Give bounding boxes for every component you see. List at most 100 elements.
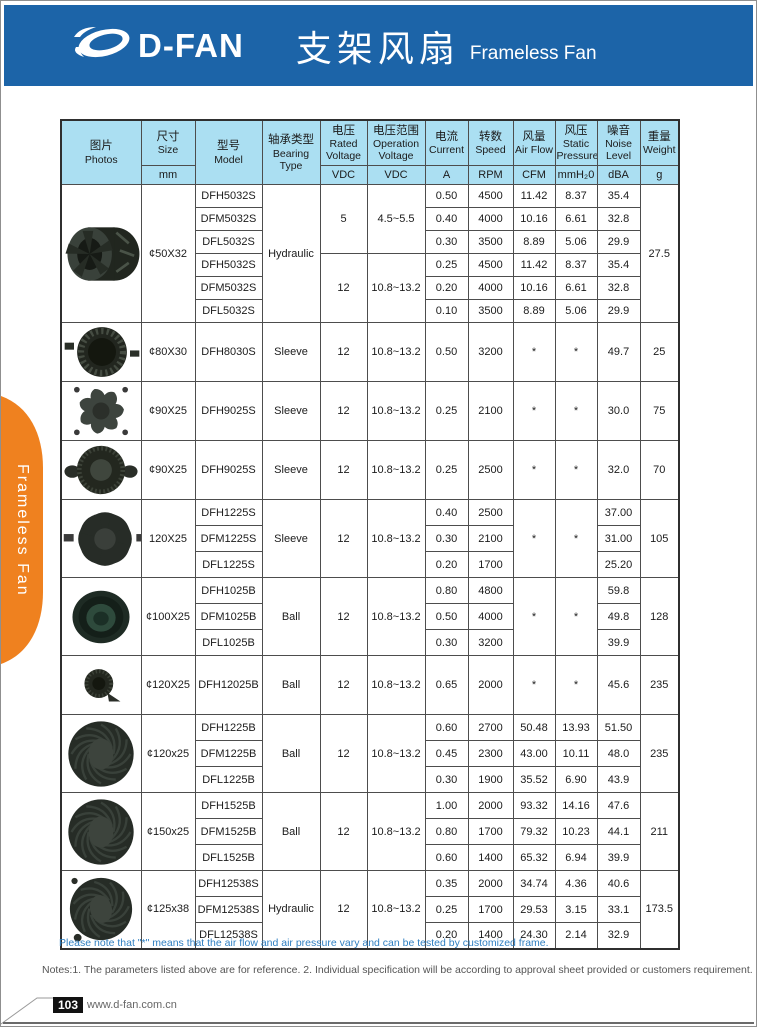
- col-unit-operation_voltage: VDC: [366, 165, 426, 185]
- table-row: DFL5032S 0.10 3500 8.89 5.06 29.9: [61, 299, 679, 323]
- speed-cell: 2300: [467, 740, 514, 767]
- table-row: DFL1525B 0.60 1400 65.32 6.94 39.9: [61, 844, 679, 871]
- noise-cell: 40.6: [596, 870, 641, 897]
- speed-cell: 1700: [467, 818, 514, 845]
- speed-cell: 1700: [467, 896, 514, 923]
- air-flow-cell: 50.48: [512, 714, 556, 741]
- table-row: ¢120X25 DFH12025B Ball 12 10.8~13.2 0.65 2000 *…: [60, 655, 680, 715]
- noise-cell: 32.8: [596, 276, 641, 300]
- size-cell: ¢90X25: [140, 381, 196, 441]
- speed-cell: 2100: [467, 381, 514, 441]
- size-cell: ¢120x25: [140, 714, 196, 793]
- col-unit-rated_voltage: VDC: [319, 165, 368, 185]
- table-row: DFM1225B 0.45 2300 43.00 10.11 48.0: [61, 740, 679, 767]
- rated-voltage-cell: 12: [319, 499, 368, 578]
- size-cell: ¢125x38: [140, 870, 196, 949]
- fan-photo-impeller: [60, 714, 142, 793]
- speed-cell: 2700: [467, 714, 514, 741]
- noise-cell: 44.1: [596, 818, 641, 845]
- current-cell: 0.10: [424, 299, 469, 323]
- air-flow-cell: 8.89: [512, 299, 556, 323]
- speed-cell: 4800: [467, 577, 514, 604]
- current-cell: 0.40: [424, 207, 469, 231]
- bottom-rule: [3, 1022, 754, 1024]
- air-flow-cell: 93.32: [512, 792, 556, 819]
- speed-cell: 2500: [467, 499, 514, 526]
- current-cell: 0.60: [424, 714, 469, 741]
- current-cell: 0.50: [424, 603, 469, 630]
- noise-cell: 37.00: [596, 499, 641, 526]
- side-tab-label: Frameless Fan: [14, 463, 31, 597]
- table-row: DFL1225S 0.20 1700 25.20: [61, 551, 679, 578]
- operation-voltage-cell: 10.8~13.2: [366, 381, 426, 441]
- speed-cell: 3200: [467, 322, 514, 382]
- static-pressure-cell: *: [554, 655, 598, 715]
- model-cell: DFH8030S: [194, 322, 263, 382]
- model-cell: DFL1225S: [194, 551, 263, 578]
- noise-cell: 39.9: [596, 629, 641, 656]
- model-cell: DFH9025S: [194, 440, 263, 500]
- static-pressure-cell: 6.61: [554, 276, 598, 300]
- static-pressure-cell: 13.93: [554, 714, 598, 741]
- table-row: DFL12538S 0.20 1400 24.30 2.14 32.9: [61, 922, 679, 949]
- operation-voltage-cell: 10.8~13.2: [366, 870, 426, 949]
- current-cell: 0.80: [424, 577, 469, 604]
- weight-cell: 211: [639, 792, 680, 871]
- table-row: ¢90X25 DFH9025S Sleeve 12 10.8~13.2 0.25 2500 *…: [60, 440, 680, 500]
- col-unit-noise: dBA: [596, 165, 641, 185]
- bearing-cell: Sleeve: [261, 381, 321, 441]
- rated-voltage-cell: 12: [319, 655, 368, 715]
- air-flow-cell: 8.89: [512, 230, 556, 254]
- model-cell: DFL12538S: [194, 922, 263, 949]
- rated-voltage-cell: 12: [319, 792, 368, 871]
- static-pressure-cell: 8.37: [554, 184, 598, 208]
- col-unit-speed: RPM: [467, 165, 514, 185]
- current-cell: 0.30: [424, 230, 469, 254]
- size-cell: ¢50X32: [140, 184, 196, 323]
- speed-cell: 1400: [467, 844, 514, 871]
- page-title-en: Frameless Fan: [469, 42, 597, 64]
- col-header-speed: 转数 Speed: [467, 119, 514, 166]
- rated-voltage-cell: 12: [319, 870, 368, 949]
- model-cell: DFH12025B: [194, 655, 263, 715]
- speed-cell: 4500: [467, 184, 514, 208]
- model-cell: DFM1225B: [194, 740, 263, 767]
- air-flow-cell: *: [512, 499, 556, 578]
- bearing-cell: Ball: [261, 792, 321, 871]
- rated-voltage-cell: 12: [319, 381, 368, 441]
- air-flow-cell: 10.16: [512, 276, 556, 300]
- rated-voltage-cell: 12: [319, 577, 368, 656]
- model-cell: DFH5032S: [194, 184, 263, 208]
- air-flow-cell: 11.42: [512, 253, 556, 277]
- speed-cell: 4000: [467, 603, 514, 630]
- speed-cell: 2000: [467, 870, 514, 897]
- col-unit-size: mm: [140, 165, 196, 185]
- air-flow-cell: 29.53: [512, 896, 556, 923]
- model-cell: DFH1025B: [194, 577, 263, 604]
- notes-line: Notes:1. The parameters listed above are…: [42, 964, 753, 976]
- speed-cell: 4000: [467, 276, 514, 300]
- speed-cell: 4500: [467, 253, 514, 277]
- air-flow-cell: 24.30: [512, 922, 556, 949]
- spec-table-body: ¢50X32 DFH5032S Hydraulic 5 4.5~5.5 0.50 4500 1…: [60, 184, 680, 949]
- side-tab-shape: [1, 396, 43, 664]
- current-cell: 0.30: [424, 525, 469, 552]
- table-row: DFM5032S 0.20 4000 10.16 6.61 32.8: [61, 276, 679, 300]
- table-row: ¢125x38 DFH12538S Hydraulic 12 10.8~13.2 0.35…: [60, 870, 680, 949]
- model-cell: DFL5032S: [194, 230, 263, 254]
- air-flow-cell: *: [512, 381, 556, 441]
- current-cell: 0.20: [424, 276, 469, 300]
- fan-photo-centrifugal: [60, 184, 142, 323]
- static-pressure-cell: 10.11: [554, 740, 598, 767]
- operation-voltage-cell: 10.8~13.2: [366, 577, 426, 656]
- rated-voltage-cell: 12: [319, 440, 368, 500]
- static-pressure-cell: 5.06: [554, 299, 598, 323]
- model-cell: DFL1025B: [194, 629, 263, 656]
- weight-cell: 70: [639, 440, 680, 500]
- spec-table-head: 图片 Photos 尺寸 Size 型号 Model 轴承类型 Bearing Type 电压 R…: [60, 119, 680, 185]
- static-pressure-cell: *: [554, 577, 598, 656]
- side-tab: Frameless Fan: [1, 396, 47, 664]
- model-cell: DFH1525B: [194, 792, 263, 819]
- weight-cell: 235: [639, 655, 680, 715]
- noise-cell: 33.1: [596, 896, 641, 923]
